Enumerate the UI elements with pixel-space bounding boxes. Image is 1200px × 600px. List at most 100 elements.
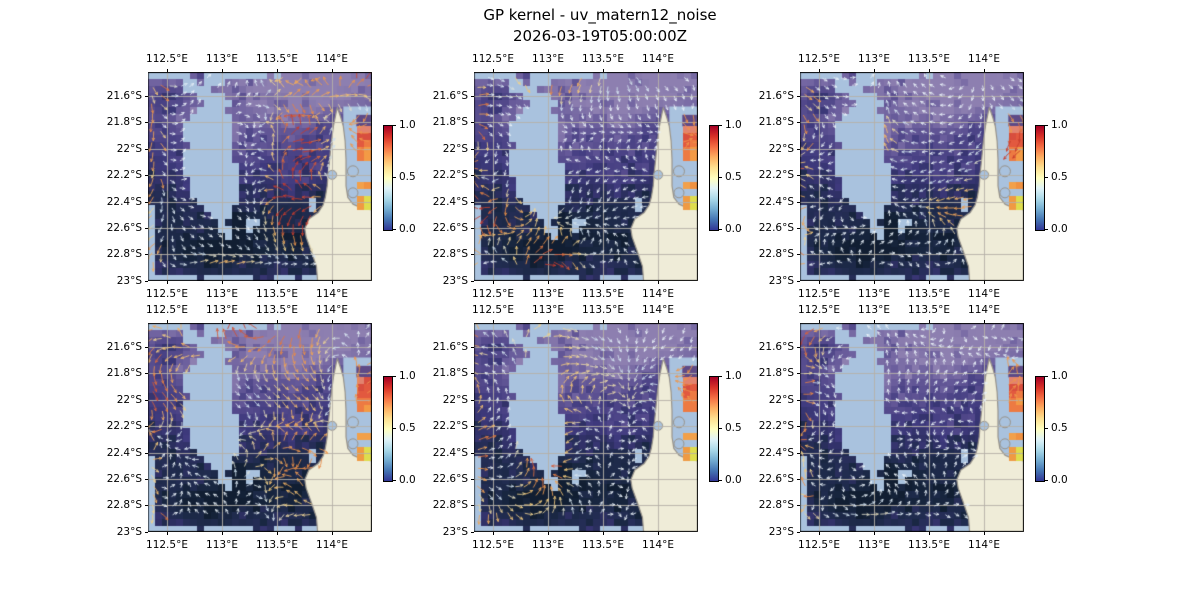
x-tick-mark-top-r1c3 [874,69,875,72]
y-tick-label-r2c2: 22.2°S [432,420,468,433]
x-tick-mark-top-r2c2 [603,320,604,323]
x-tick-label-top-r2c1: 112.5°E [146,304,188,316]
y-tick-label-r2c1: 21.8°S [106,367,142,380]
y-tick-mark-r2c1 [145,426,148,427]
colorbar-tick-label-r1c1: 0.5 [399,171,416,183]
y-tick-label-r1c1: 22.8°S [106,248,142,261]
colorbar-tick-mark-r2c1 [393,376,396,377]
y-tick-mark-r1c1 [145,96,148,97]
figure-title: GP kernel - uv_matern12_noise [483,6,717,24]
x-tick-mark-bottom-r2c1 [222,532,223,535]
y-tick-mark-r1c2 [471,254,474,255]
x-tick-label-top-r1c3: 112.5°E [798,53,840,65]
x-tick-mark-bottom-r1c3 [984,281,985,284]
x-tick-mark-bottom-r1c1 [332,281,333,284]
y-tick-mark-r1c1 [145,254,148,255]
colorbar-tick-label-r2c2: 1.0 [725,370,742,382]
x-tick-label-bottom-r2c1: 113.5°E [256,539,298,551]
x-tick-label-top-r2c1: 113.5°E [256,304,298,316]
y-tick-label-r1c1: 21.6°S [106,90,142,102]
y-tick-mark-r1c2 [471,122,474,123]
x-tick-label-bottom-r2c1: 114°E [316,539,348,551]
colorbar-r2c2 [709,376,719,482]
y-tick-mark-r1c1 [145,228,148,229]
y-tick-label-r2c1: 22.2°S [106,420,142,433]
y-tick-label-r1c2: 22.4°S [432,195,468,208]
y-tick-mark-r1c3 [797,96,800,97]
x-tick-mark-bottom-r1c3 [929,281,930,284]
colorbar-tick-mark-r1c1 [393,177,396,178]
colorbar-tick-mark-r2c2 [719,480,722,481]
colorbar-tick-mark-r2c2 [719,376,722,377]
x-tick-mark-bottom-r2c2 [548,532,549,535]
x-tick-mark-bottom-r2c3 [819,532,820,535]
map-canvas-sample-2 [474,72,698,281]
y-tick-label-r2c3: 23°S [768,525,794,538]
x-tick-mark-bottom-r1c2 [603,281,604,284]
y-tick-label-r2c3: 21.6°S [758,341,794,353]
y-tick-mark-r1c1 [145,149,148,150]
x-tick-label-top-r2c1: 114°E [316,304,348,316]
colorbar-tick-mark-r1c2 [719,229,722,230]
y-tick-label-r1c2: 21.8°S [432,116,468,129]
x-tick-mark-top-r2c1 [277,320,278,323]
y-tick-label-r1c1: 22.2°S [106,169,142,182]
y-tick-label-r1c2: 21.6°S [432,90,468,102]
y-tick-mark-r2c2 [471,347,474,348]
map-canvas-sample-6 [800,323,1024,532]
x-tick-mark-top-r1c2 [603,69,604,72]
y-tick-mark-r2c2 [471,453,474,454]
x-tick-label-top-r1c2: 114°E [642,53,674,65]
colorbar-tick-label-r1c3: 0.5 [1051,171,1068,183]
y-tick-label-r1c2: 22°S [442,142,468,155]
x-tick-mark-top-r2c3 [984,320,985,323]
y-tick-label-r2c2: 22.8°S [432,499,468,512]
y-tick-mark-r1c3 [797,149,800,150]
y-tick-label-r1c2: 22.2°S [432,169,468,182]
colorbar-tick-label-r2c3: 1.0 [1051,370,1068,382]
colorbar-tick-mark-r2c1 [393,480,396,481]
y-tick-mark-r2c3 [797,426,800,427]
colorbar-tick-label-r1c1: 0.0 [399,223,416,235]
x-tick-mark-bottom-r1c2 [493,281,494,284]
colorbar-tick-label-r2c1: 0.0 [399,474,416,486]
map-canvas-sample-1 [148,72,372,281]
colorbar-tick-mark-r2c1 [393,428,396,429]
colorbar-tick-mark-r1c2 [719,125,722,126]
x-tick-label-bottom-r2c1: 112.5°E [146,539,188,551]
colorbar-tick-mark-r1c3 [1045,229,1048,230]
x-tick-mark-top-r2c2 [493,320,494,323]
y-tick-label-r2c1: 22.8°S [106,499,142,512]
x-tick-mark-top-r1c3 [929,69,930,72]
x-tick-label-bottom-r1c2: 112.5°E [472,288,514,300]
x-tick-mark-top-r1c2 [493,69,494,72]
x-tick-label-bottom-r1c1: 114°E [316,288,348,300]
y-tick-label-r1c2: 22.8°S [432,248,468,261]
x-tick-label-top-r1c2: 113°E [532,53,564,65]
colorbar-tick-label-r2c2: 0.5 [725,422,742,434]
x-tick-mark-top-r2c2 [548,320,549,323]
x-tick-label-bottom-r1c3: 112.5°E [798,288,840,300]
y-tick-mark-r2c1 [145,505,148,506]
colorbar-r1c3 [1035,125,1045,231]
x-tick-label-top-r1c3: 113°E [858,53,890,65]
x-tick-label-top-r2c2: 113°E [532,304,564,316]
y-tick-label-r1c3: 21.6°S [758,90,794,102]
y-tick-mark-r1c3 [797,175,800,176]
x-tick-label-top-r1c1: 113.5°E [256,53,298,65]
colorbar-tick-label-r1c3: 1.0 [1051,119,1068,131]
y-tick-label-r1c3: 22.6°S [758,222,794,234]
figure-subtitle: 2026-03-19T05:00:00Z [513,27,687,45]
x-tick-label-top-r1c2: 113.5°E [582,53,624,65]
y-tick-mark-r1c3 [797,122,800,123]
y-tick-label-r2c2: 22.6°S [432,473,468,485]
y-tick-label-r2c3: 22.8°S [758,499,794,512]
y-tick-mark-r1c3 [797,202,800,203]
y-tick-label-r1c3: 21.8°S [758,116,794,129]
y-tick-mark-r1c1 [145,281,148,282]
y-tick-mark-r1c1 [145,122,148,123]
colorbar-r2c1 [383,376,393,482]
y-tick-label-r2c3: 21.8°S [758,367,794,380]
colorbar-tick-mark-r1c2 [719,177,722,178]
